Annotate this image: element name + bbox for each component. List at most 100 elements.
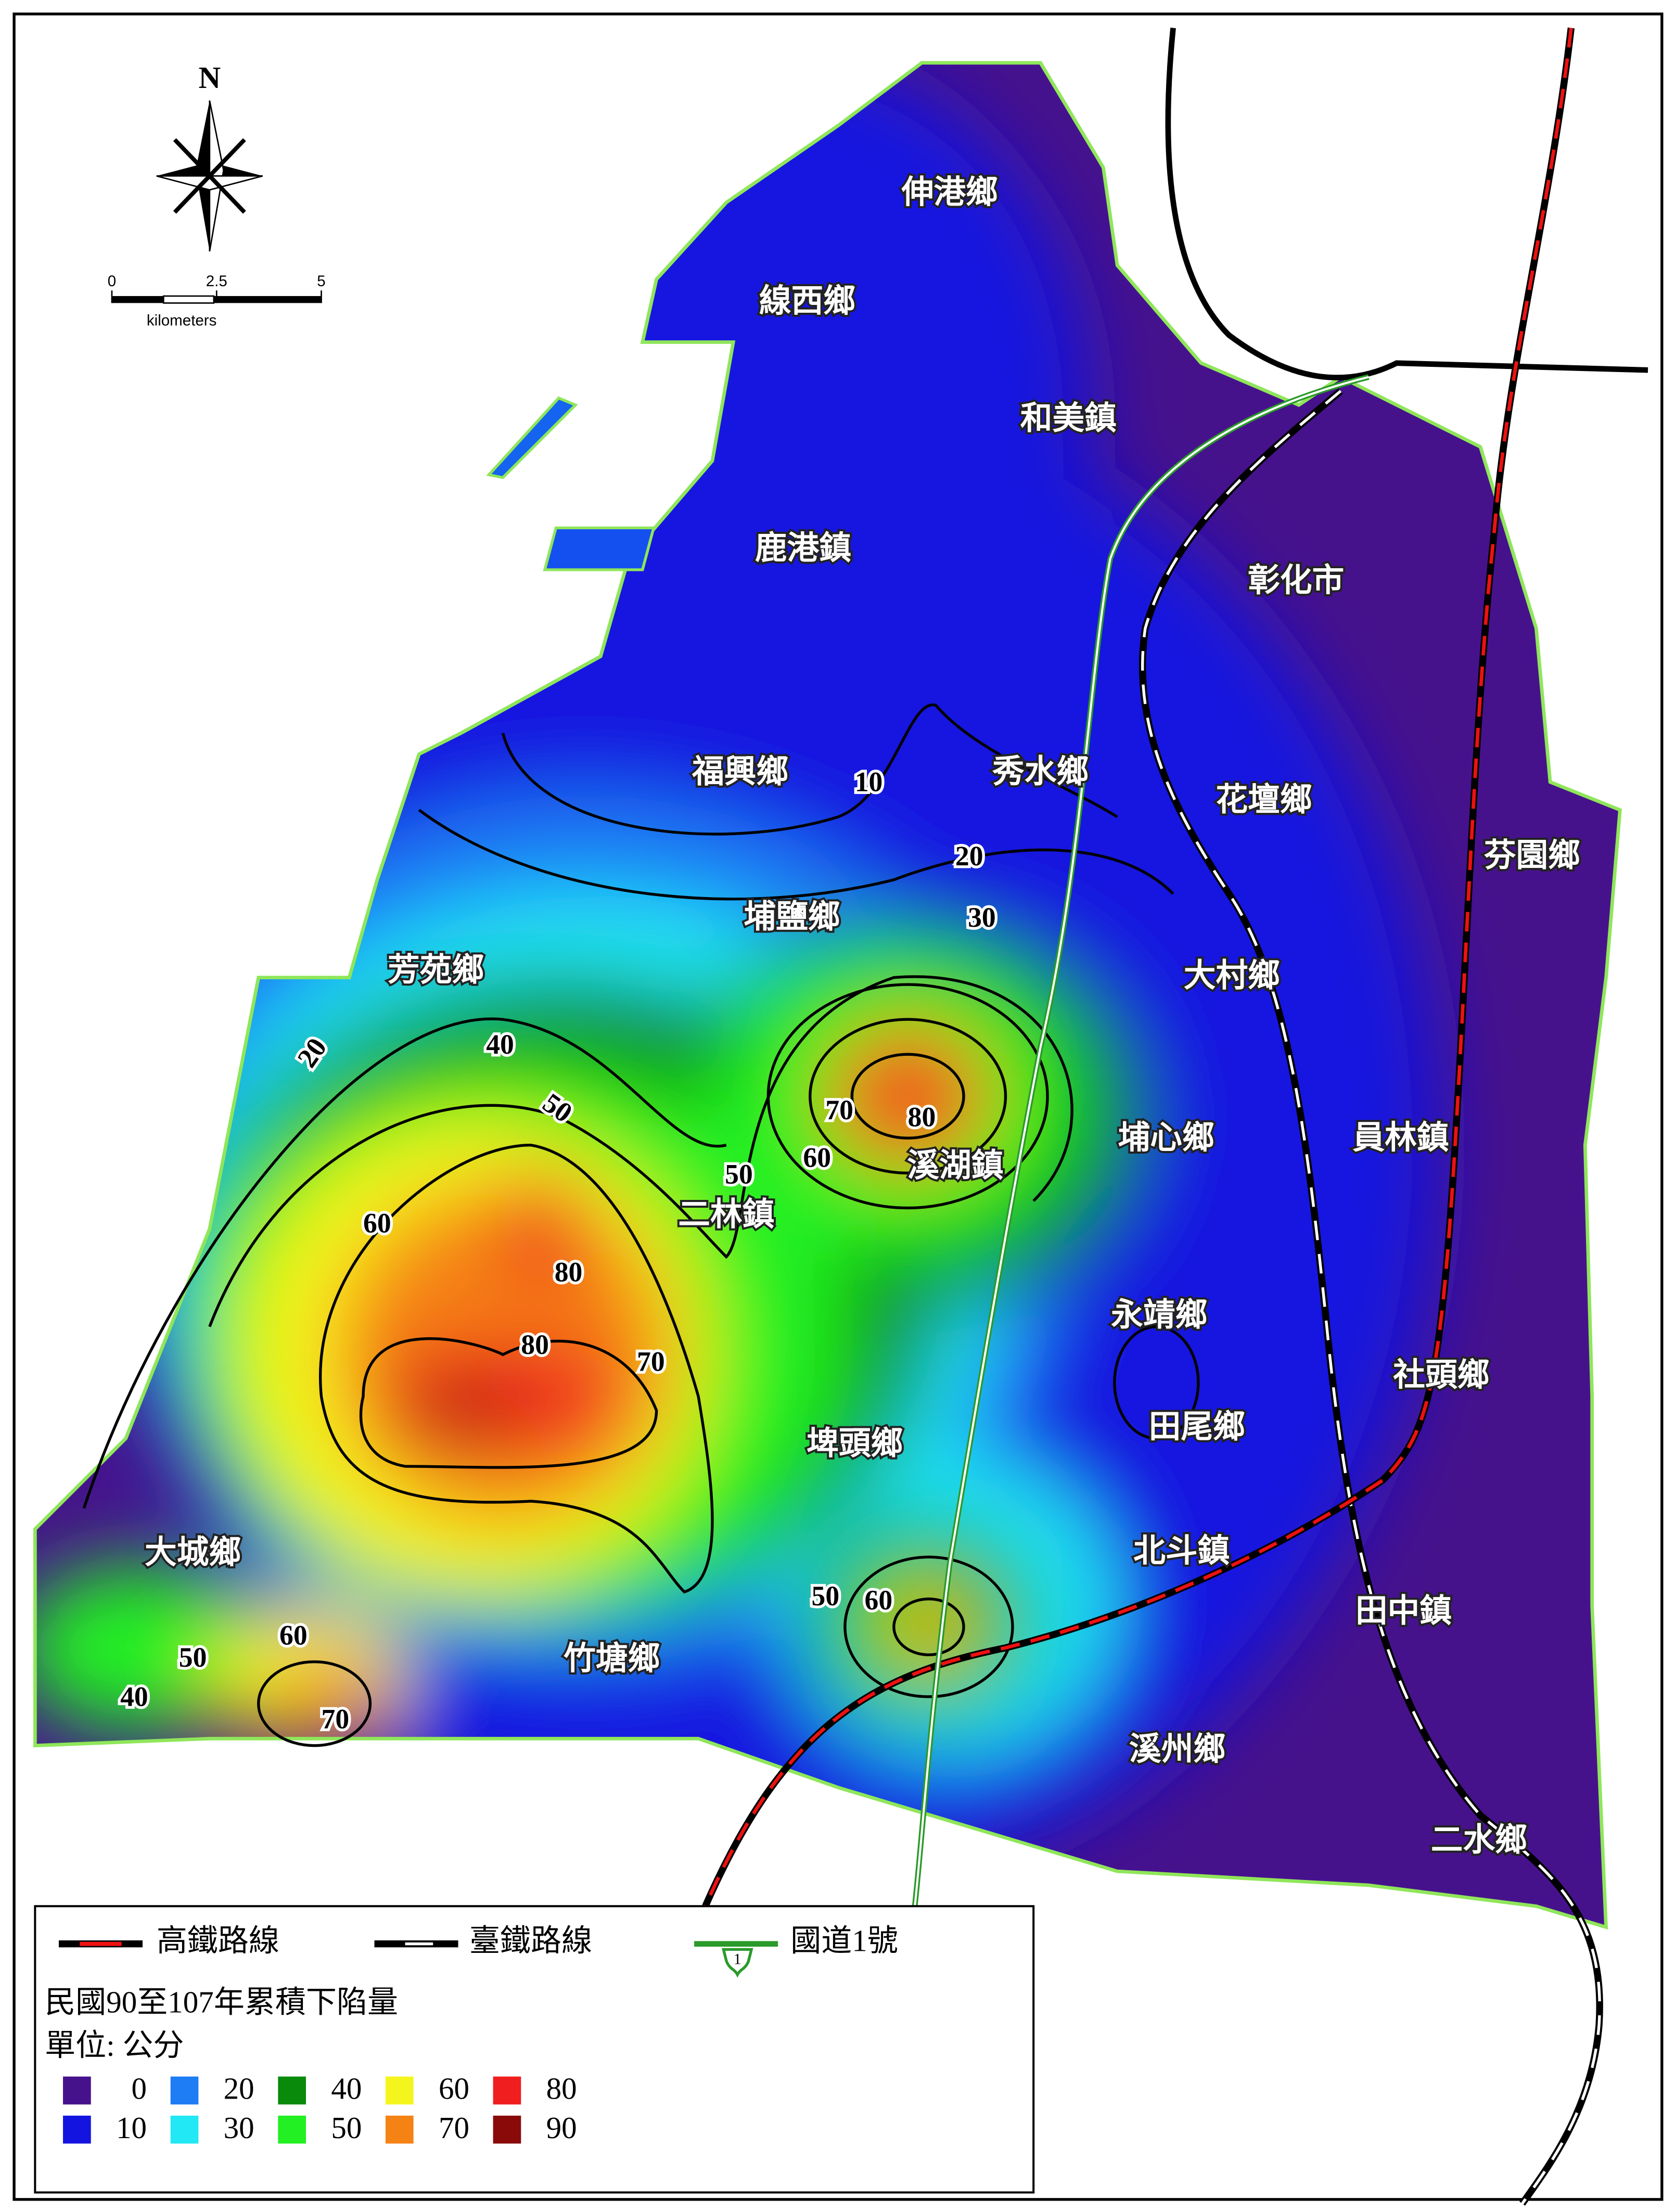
frame (12, 12, 1664, 2201)
freeway (914, 376, 1369, 1907)
legend-unit: 單位: 公分 (45, 2028, 184, 2063)
north-label: N (199, 60, 221, 95)
contour-line (850, 1053, 965, 1140)
contour-label: 50 (725, 1159, 753, 1190)
legend-swatch (385, 2076, 414, 2105)
scale-tick-label: 0 (108, 273, 116, 290)
township-label: 北斗鎮 (1133, 1533, 1230, 1569)
contour-line (1113, 1325, 1200, 1440)
township-label: 社頭鄉 (1393, 1358, 1489, 1393)
heat-blob (279, 1655, 377, 1739)
township-label: 二水鄉 (1431, 1823, 1527, 1858)
compass (173, 138, 246, 214)
legend-box (34, 1905, 1035, 2194)
contour-line (82, 1017, 727, 1509)
township-label: 芬園鄉 (1484, 838, 1580, 874)
contour-line (843, 1555, 1014, 1698)
contour-label: 60 (864, 1584, 892, 1616)
legend-swatch (385, 2115, 414, 2144)
township-label: 埤頭鄉 (807, 1426, 903, 1461)
contour-label: 80 (908, 1102, 936, 1133)
township-label: 彰化市 (1248, 563, 1344, 598)
compass (173, 138, 246, 214)
contours (82, 704, 1200, 1747)
contour-line (892, 1597, 965, 1656)
contour-line (418, 809, 1174, 901)
legend-class-label: 90 (546, 2111, 577, 2145)
contour-label: 80 (555, 1257, 583, 1288)
island (486, 396, 578, 479)
legend-class-label: 20 (224, 2072, 254, 2106)
contour-line (208, 975, 1073, 1327)
legend-label: 臺鐵路線 (469, 1923, 592, 1958)
township-label: 大村鄉 (1184, 958, 1280, 993)
scale-unit: kilometers (147, 312, 217, 329)
scale-bar: kilometers 0 2.5 5 (108, 273, 326, 329)
township-label: 埔鹽鄉 (744, 900, 840, 935)
scale-segment (162, 295, 215, 304)
boundary (33, 61, 1622, 1930)
island (543, 526, 656, 571)
legend-swatch (170, 2115, 199, 2144)
township-label: 福興鄉 (692, 755, 788, 790)
scale-tick-label: 2.5 (206, 273, 227, 290)
heat-blob (503, 1173, 587, 1285)
legend-swatch (63, 2115, 91, 2144)
township-label: 鹿港鎮 (755, 531, 851, 566)
contour-line (501, 704, 1118, 836)
scale-segment (213, 296, 322, 303)
heat-blob (405, 1392, 517, 1435)
township-label: 埔心鄉 (1118, 1120, 1214, 1156)
contour-label: 40 (486, 1029, 514, 1060)
legend-class-label: 60 (439, 2072, 469, 2106)
contour-line (257, 1660, 372, 1747)
heat-blob (887, 1588, 971, 1666)
contour-label: 50 (179, 1642, 207, 1673)
township-label: 員林鎮 (1352, 1120, 1449, 1156)
scale-tick-label: 5 (317, 273, 325, 290)
township-label: 二林鎮 (678, 1197, 774, 1232)
township-label: 伸港鄉 (901, 175, 998, 210)
township-label: 芳苑鄉 (388, 953, 484, 988)
freeway-shield (721, 1948, 753, 1978)
contour-label: 60 (803, 1142, 831, 1173)
legend-swatch (493, 2115, 521, 2144)
tra-line (1165, 28, 1648, 381)
legend-label: 高鐵路線 (157, 1923, 279, 1958)
contour-label: 30 (968, 902, 996, 933)
heat-blob (35, 1564, 266, 1732)
legend-label: 國道1號 (790, 1923, 898, 1958)
township-label: 和美鎮 (1020, 401, 1117, 437)
railways (702, 27, 1648, 2206)
contour-label: 50 (812, 1580, 840, 1612)
heat-blob (377, 1340, 629, 1453)
contour-line (359, 1337, 658, 1469)
township-label: 永靖鄉 (1111, 1298, 1207, 1333)
legend-swatch (170, 2076, 199, 2105)
contour-label: 70 (825, 1094, 853, 1126)
contour-label: 60 (279, 1619, 308, 1651)
legend-class-label: 0 (132, 2072, 147, 2106)
legend-class-label: 10 (116, 2111, 147, 2145)
tra-line (1141, 390, 1601, 2205)
township-label: 花壇鄉 (1216, 782, 1312, 817)
heat-blob (859, 1054, 957, 1139)
legend-swatch (493, 2076, 521, 2105)
contour-line (809, 1018, 1007, 1175)
township-label: 田中鎮 (1355, 1594, 1452, 1629)
legend-class-label: 50 (331, 2111, 362, 2145)
township-label: 溪湖鎮 (907, 1148, 1003, 1183)
township-label: 大城鄉 (145, 1535, 241, 1570)
contour-label: 80 (521, 1329, 549, 1360)
contour-label: 60 (363, 1208, 391, 1239)
township-label: 竹塘鄉 (564, 1641, 660, 1677)
legend-class-label: 80 (546, 2072, 577, 2106)
shield-number: 1 (734, 1951, 741, 1968)
legend: 高鐵路線 臺鐵路線 1 國道1號 民國90至107年累積下陷量 單位: 公分 0… (34, 1905, 1035, 2194)
legend-swatch (63, 2076, 91, 2105)
legend-class-label: 70 (439, 2111, 469, 2145)
township-label: 田尾鄉 (1149, 1409, 1245, 1444)
township-label: 溪州鄉 (1129, 1732, 1225, 1767)
legend-swatch (278, 2115, 306, 2144)
